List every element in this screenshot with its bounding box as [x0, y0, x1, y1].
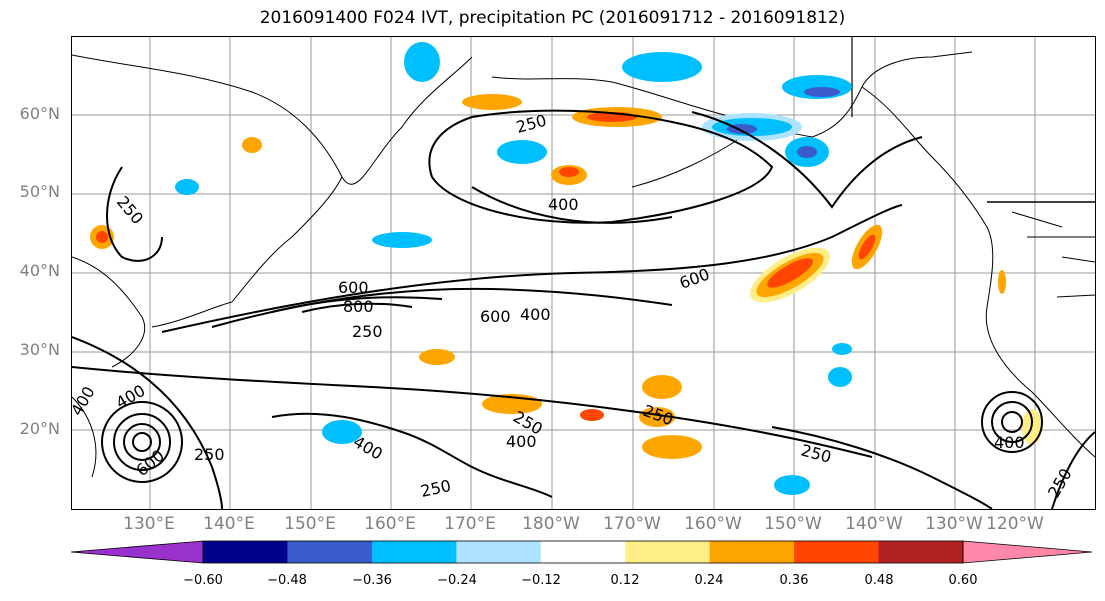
contour-label: 400 — [506, 432, 537, 451]
colorbar-segment — [203, 541, 288, 563]
colorbar-extend-low — [70, 540, 204, 564]
colorbar-tick: 0.48 — [864, 573, 894, 588]
lon-label-140e: 140°E — [203, 514, 255, 534]
colorbar-tick: −0.36 — [352, 573, 392, 588]
colorbar-segment — [456, 541, 542, 563]
lon-label-170w: 170°W — [603, 514, 661, 534]
map-canvas: 250 400 600 800 250 600 400 600 400 250 … — [72, 37, 1095, 509]
contour-label: 250 — [113, 192, 147, 228]
contour-label: 600 — [480, 307, 511, 326]
lon-label-140w: 140°W — [845, 514, 903, 534]
lon-label-180w: 180°W — [522, 514, 580, 534]
lat-label-50n: 50°N — [19, 182, 60, 201]
ivt-contours — [72, 109, 1095, 509]
colorbar-segment — [287, 541, 373, 563]
graticule — [72, 37, 1095, 509]
colorbar — [70, 540, 1095, 568]
lat-label-30n: 30°N — [19, 340, 60, 359]
lon-label-150e: 150°E — [284, 514, 336, 534]
contour-label: 250 — [799, 441, 833, 467]
contour-label: 400 — [994, 433, 1025, 452]
colorbar-tick: 0.60 — [948, 573, 978, 588]
colorbar-segment — [878, 541, 964, 563]
colorbar-tick: −0.60 — [183, 573, 223, 588]
lon-label-160e: 160°E — [364, 514, 416, 534]
colorbar-tick: 0.12 — [610, 573, 640, 588]
colorbar-tick: −0.12 — [521, 573, 561, 588]
colorbar-tick: −0.24 — [437, 573, 477, 588]
contour-label: 250 — [419, 476, 453, 501]
colorbar-outline — [202, 540, 964, 564]
contour-label: 800 — [343, 297, 374, 316]
colorbar-svg — [70, 540, 1093, 564]
colorbar-segment — [794, 541, 880, 563]
lon-label-130e: 130°E — [123, 514, 175, 534]
colorbar-extend-high — [962, 540, 1093, 564]
colorbar-segment — [540, 541, 626, 563]
colorbar-segment — [625, 541, 711, 563]
lon-label-160w: 160°W — [684, 514, 742, 534]
colorbar-segment — [709, 541, 795, 563]
colorbar-tick: −0.48 — [267, 573, 307, 588]
contour-label: 400 — [548, 195, 579, 214]
colorbar-tick: 0.36 — [779, 573, 809, 588]
lon-label-150w: 150°W — [764, 514, 822, 534]
colorbar-segment — [371, 541, 457, 563]
colorbar-tick: 0.24 — [694, 573, 724, 588]
contour-label: 250 — [352, 322, 383, 341]
lon-label-120w: 120°W — [986, 514, 1044, 534]
lat-label-20n: 20°N — [19, 419, 60, 438]
lat-label-40n: 40°N — [19, 261, 60, 280]
lon-label-130w: 130°W — [925, 514, 983, 534]
contour-label: 250 — [194, 445, 225, 464]
contour-label: 400 — [72, 383, 99, 419]
precip-shading — [90, 42, 1042, 495]
contour-label: 600 — [338, 278, 369, 297]
contour-label: 400 — [113, 381, 149, 413]
contour-label: 250 — [1044, 465, 1076, 501]
figure-title: 2016091400 F024 IVT, precipitation PC (2… — [259, 8, 846, 28]
map-panel: 250 400 600 800 250 600 400 600 400 250 … — [71, 36, 1096, 510]
contour-label: 250 — [641, 401, 676, 429]
contour-label: 400 — [520, 305, 551, 324]
lat-label-60n: 60°N — [19, 104, 60, 123]
lon-label-170e: 170°E — [444, 514, 496, 534]
